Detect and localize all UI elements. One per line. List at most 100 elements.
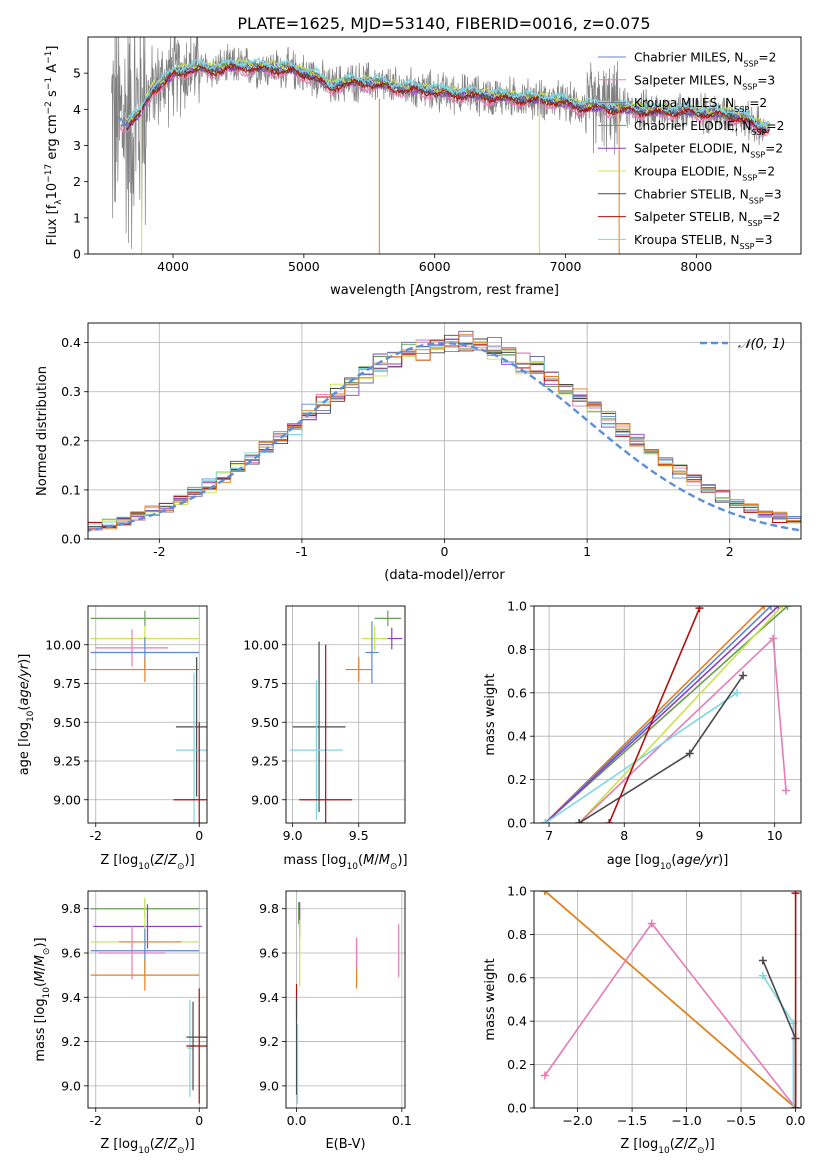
tick-label-y: 0.2 [507, 1057, 527, 1072]
label-part: ] [45, 46, 60, 51]
tick-label-x: -2 [90, 1113, 102, 1128]
age-weight-frame [533, 605, 802, 824]
z-weight-axes: −2.0 −1.5 −1.0 −0.5 0.0 0.0 0.2 0.4 0.6 0.8 1.0 [507, 884, 805, 1129]
tick-label-y: 9.50 [53, 715, 81, 730]
label-part: s [45, 90, 60, 101]
legend-entry: Kroupa MILES, NSSP=2 [634, 96, 767, 114]
label-part: ( [33, 982, 48, 987]
tick-label-y: 9.0 [259, 1078, 279, 1093]
tick-label-x: 9 [695, 828, 703, 843]
tick-label-y: 0.3 [61, 384, 81, 399]
tick-label-y: 9.4 [259, 990, 279, 1005]
tick-label-y: 9.8 [259, 901, 279, 916]
weight-marker [540, 1071, 549, 1080]
label-part: )] [33, 937, 48, 947]
legend-sub: SSP [749, 196, 764, 205]
legend-name: Chabrier STELIB, N [634, 187, 749, 201]
tick-label-y: 0.8 [507, 927, 527, 942]
legend-count: =3 [757, 73, 775, 87]
tick-label-y: 3 [73, 138, 81, 153]
tick-label-y: 10.00 [243, 637, 279, 652]
normal-curve [88, 341, 801, 532]
tick-label-y: 1.0 [507, 599, 527, 614]
label-part: M [33, 971, 48, 982]
tick-label-x: 7000 [550, 259, 582, 274]
y-axis-label: Flux [fλ10−17 erg cm−2 s−1 A−1] [44, 46, 64, 246]
legend-name: Salpeter STELIB, N [634, 210, 747, 224]
label-part: )] [17, 654, 32, 664]
weight-marker [685, 749, 694, 758]
tick-label-x: −0.5 [726, 1113, 756, 1128]
label-part: M [33, 955, 48, 966]
legend-count: =2 [765, 142, 783, 156]
tick-label-x: 2 [726, 544, 734, 559]
chart-title: PLATE=1625, MJD=53140, FIBERID=0016, z=0… [237, 14, 650, 33]
spectrum-frame [87, 36, 802, 255]
weight-line [544, 606, 772, 823]
legend-count: =2 [757, 165, 775, 179]
label-part: Flux [f [45, 204, 60, 245]
label-part: )] [185, 1137, 195, 1152]
weight-line [544, 692, 738, 823]
tick-label-y: 0.6 [507, 970, 527, 985]
tick-label-x: 9.0 [283, 828, 303, 843]
legend-count: =3 [754, 233, 772, 247]
tick-label-y: 0.4 [507, 729, 527, 744]
mass-age-axes: 9.0 9.5 9.00 9.25 9.50 9.75 10.00 [243, 606, 405, 843]
tick-label-y: 0.0 [61, 532, 81, 547]
label-part: ⊙ [177, 862, 185, 872]
tick-label-y: 9.0 [61, 1078, 81, 1093]
label-part: 10 [42, 987, 52, 999]
label-part: age/yr [676, 853, 719, 868]
label-part: ⊙ [697, 1146, 705, 1156]
tick-label-x: -2 [90, 828, 102, 843]
legend-sub: SSP [740, 241, 755, 250]
weight-marker [758, 971, 767, 980]
tick-label-x: 0 [195, 1113, 203, 1128]
label-part: Z [154, 1137, 165, 1152]
label-part: ( [671, 853, 676, 868]
label-part: 10 [26, 710, 36, 722]
tick-label-y: 0.4 [507, 1014, 527, 1029]
label-part: 10 [658, 1146, 670, 1156]
label-part: mass [log [33, 998, 48, 1061]
tick-label-x: -1 [296, 544, 308, 559]
label-part: −17 [44, 164, 54, 183]
label-part: mass [log [283, 853, 346, 868]
y-axis-label: age [log10(age/yr)] [17, 654, 36, 776]
legend-sub: SSP [734, 105, 749, 114]
weight-marker [781, 786, 790, 795]
ebv-mass-frame [285, 890, 406, 1109]
histograms [88, 330, 801, 532]
legend-sub: SSP [742, 173, 757, 182]
label-part: / [33, 966, 48, 971]
label-part: −1 [44, 77, 54, 90]
y-axis-label: mass weight [483, 673, 498, 755]
label-part: 10 [138, 862, 150, 872]
label-part: ( [150, 853, 155, 868]
label-part: Z [167, 853, 178, 868]
legend-entry: Chabrier MILES, NSSP=2 [634, 51, 776, 69]
label-part: / [684, 1137, 689, 1152]
weight-marker [540, 891, 549, 895]
weight-marker [647, 919, 656, 928]
weight-marker [605, 819, 614, 823]
ebv-mass-axes: 0.0 0.1 9.0 9.2 9.4 9.6 9.8 [259, 891, 412, 1128]
weight-line [544, 922, 797, 1108]
weight-marker [778, 606, 787, 610]
label-part: )] [718, 853, 728, 868]
y-axis-label: mass [log10(M/M⊙)] [33, 937, 52, 1061]
tick-label-y: 9.50 [251, 715, 279, 730]
tick-label-y: 1 [73, 210, 81, 225]
tick-label-x: 9.5 [349, 828, 369, 843]
weight-marker [739, 671, 748, 680]
legend-name: Kroupa STELIB, N [634, 233, 740, 247]
x-axis-label: age [log10(age/yr)] [607, 853, 729, 872]
z-age-frame [87, 605, 208, 824]
tick-label-x: 6000 [419, 259, 451, 274]
weight-line [544, 606, 789, 823]
label-part: age [log [17, 722, 32, 775]
label-part: / [164, 1137, 169, 1152]
label-part: Z [log [100, 853, 138, 868]
